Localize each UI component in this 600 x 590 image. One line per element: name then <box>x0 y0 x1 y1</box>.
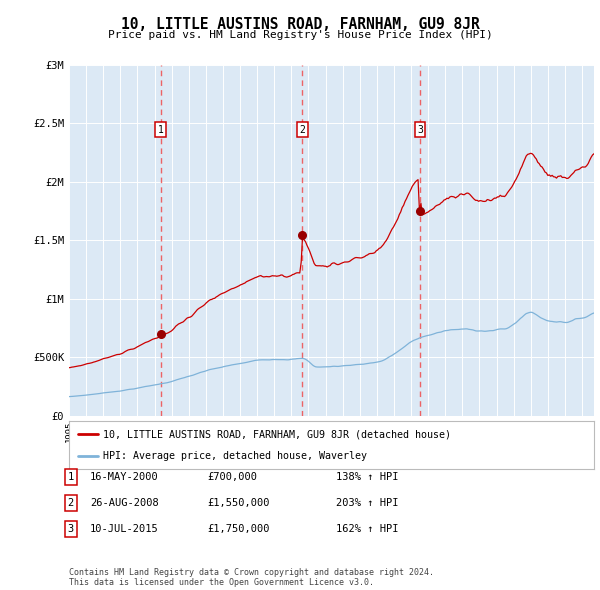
Text: 26-AUG-2008: 26-AUG-2008 <box>90 498 159 507</box>
Text: Price paid vs. HM Land Registry's House Price Index (HPI): Price paid vs. HM Land Registry's House … <box>107 30 493 40</box>
Text: HPI: Average price, detached house, Waverley: HPI: Average price, detached house, Wave… <box>103 451 367 461</box>
Text: 3: 3 <box>417 125 423 135</box>
Text: 10-JUL-2015: 10-JUL-2015 <box>90 524 159 533</box>
Text: £1,750,000: £1,750,000 <box>207 524 269 533</box>
Text: 10, LITTLE AUSTINS ROAD, FARNHAM, GU9 8JR (detached house): 10, LITTLE AUSTINS ROAD, FARNHAM, GU9 8J… <box>103 429 451 439</box>
Text: £1,550,000: £1,550,000 <box>207 498 269 507</box>
Text: 162% ↑ HPI: 162% ↑ HPI <box>336 524 398 533</box>
Text: 1: 1 <box>158 125 164 135</box>
Text: 2: 2 <box>68 498 74 507</box>
Text: 1: 1 <box>68 472 74 481</box>
Text: 3: 3 <box>68 524 74 533</box>
Text: Contains HM Land Registry data © Crown copyright and database right 2024.
This d: Contains HM Land Registry data © Crown c… <box>69 568 434 587</box>
Text: 10, LITTLE AUSTINS ROAD, FARNHAM, GU9 8JR: 10, LITTLE AUSTINS ROAD, FARNHAM, GU9 8J… <box>121 17 479 31</box>
Text: 2: 2 <box>299 125 305 135</box>
Text: £700,000: £700,000 <box>207 472 257 481</box>
Text: 138% ↑ HPI: 138% ↑ HPI <box>336 472 398 481</box>
Text: 16-MAY-2000: 16-MAY-2000 <box>90 472 159 481</box>
Text: 203% ↑ HPI: 203% ↑ HPI <box>336 498 398 507</box>
